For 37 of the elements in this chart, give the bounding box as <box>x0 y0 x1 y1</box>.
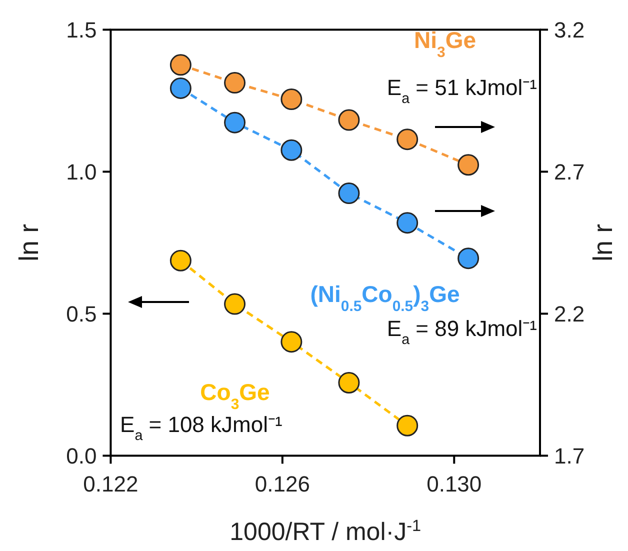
y-tick-label: 0.5 <box>66 302 97 327</box>
y-tick-label: 1.5 <box>66 18 97 43</box>
series-label: (Ni$_{0.5}$Co$_{0.5}$)$_{3}$Ge <box>310 281 460 314</box>
point <box>338 182 360 204</box>
point <box>338 372 360 394</box>
y2-tick-label: 2.7 <box>554 160 585 185</box>
point <box>280 331 302 353</box>
point <box>396 128 418 150</box>
point <box>224 293 246 315</box>
annotation: E$_{a}$ = 89 kJmol⁻¹ <box>386 316 537 348</box>
y2-tick-label: 2.2 <box>554 302 585 327</box>
y-tick-label: 0.0 <box>66 444 97 469</box>
y2-tick-label: 1.7 <box>554 444 585 469</box>
text: Ni$_{3}$Ge <box>414 27 476 60</box>
point <box>280 139 302 161</box>
point <box>458 154 480 176</box>
point <box>396 212 418 234</box>
x-axis-title: 1000/RT / mol·J$^{-1}$ <box>230 517 422 546</box>
y-axis-title: ln r <box>14 224 44 262</box>
point <box>338 109 360 131</box>
series-label: Co$_{3}$Ge <box>200 379 270 412</box>
x-tick-label: 0.126 <box>254 472 310 497</box>
x-tick-label: 0.130 <box>426 472 482 497</box>
y-tick-label: 1.0 <box>66 160 97 185</box>
y2-tick-label: 3.2 <box>554 18 585 43</box>
annotation: E$_{a}$ = 108 kJmol⁻¹ <box>120 412 282 444</box>
point <box>170 250 192 272</box>
x-tick-label: 0.122 <box>83 472 138 497</box>
point <box>396 414 418 436</box>
y2-axis-title: ln r <box>588 224 618 262</box>
point <box>458 248 480 270</box>
point <box>280 88 302 110</box>
annotation: E$_{a}$ = 51 kJmol⁻¹ <box>386 75 537 107</box>
point <box>224 72 246 94</box>
point <box>170 54 192 76</box>
point <box>170 77 192 99</box>
point <box>224 112 246 134</box>
